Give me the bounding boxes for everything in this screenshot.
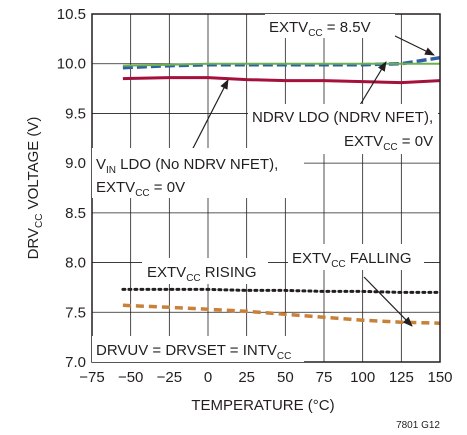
x-tick-label: −75 [79, 369, 104, 386]
label-drvuv-drvset: DRVUV = DRVSET = INTVCC [96, 342, 291, 362]
series-line-vin_ldo [122, 76, 441, 85]
tick-labels: −75 −50 −25 0 25 50 75 100 125 150 7.0 7.5 8.0 8.5 9.0… [57, 6, 453, 386]
label-extvcc-rising: EXTVCC RISING [147, 264, 256, 284]
x-tick-label: 150 [427, 369, 452, 386]
leader-falling [363, 276, 413, 327]
y-tick-label: 9.0 [65, 155, 86, 172]
figure-id: 7801 G12 [396, 420, 440, 431]
x-tick-label: 75 [316, 369, 333, 386]
label-extvcc-8-5v: EXTVCC = 8.5V [269, 19, 371, 39]
y-tick-label: 7.5 [65, 304, 86, 321]
series-layer [121, 55, 442, 325]
x-tick-label: −25 [157, 369, 182, 386]
y-tick-label: 8.0 [65, 255, 86, 272]
series-line-ndrv_ldo [122, 62, 440, 67]
y-tick-label: 8.5 [65, 205, 86, 222]
x-tick-label: 50 [277, 369, 294, 386]
series-line-falling [122, 303, 441, 325]
y-axis-title: DRVCC VOLTAGE (V) [25, 117, 45, 260]
leader-extv85 [392, 34, 435, 56]
leader-vin [187, 79, 229, 159]
y-tick-label: 10.5 [57, 6, 86, 23]
series-line-rising [121, 287, 442, 294]
x-axis-title: TEMPERATURE (°C) [191, 397, 334, 414]
x-tick-label: 125 [389, 369, 414, 386]
label-vin-ldo-line2: EXTVCC = 0V [96, 179, 185, 199]
y-tick-label: 9.5 [65, 105, 86, 122]
leader-lines [187, 34, 435, 327]
label-ndrv-ldo-line2: EXTVCC = 0V [344, 133, 433, 153]
label-vin-ldo-line1: VIN LDO (No NDRV NFET), [96, 156, 278, 176]
series-line-extv85 [122, 55, 441, 70]
x-tick-label: −50 [118, 369, 143, 386]
y-tick-label: 7.0 [65, 354, 86, 371]
leader-ndrv [359, 61, 387, 106]
label-ndrv-ldo-line1: NDRV LDO (NDRV NFET), [252, 109, 433, 126]
label-extvcc-falling: EXTVCC FALLING [292, 250, 412, 270]
x-tick-label: 25 [238, 369, 255, 386]
x-tick-label: 0 [204, 369, 212, 386]
label-backgrounds [92, 14, 438, 362]
x-tick-label: 100 [350, 369, 375, 386]
y-tick-label: 10.0 [57, 56, 86, 73]
